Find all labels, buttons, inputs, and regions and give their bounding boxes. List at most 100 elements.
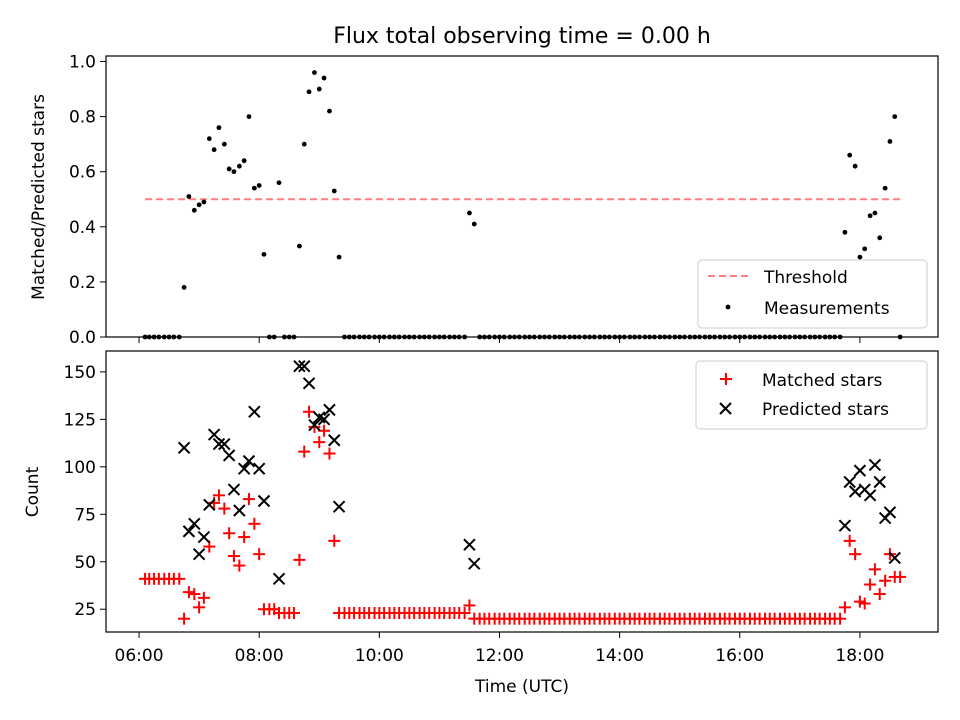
predicted-star-point	[302, 377, 316, 390]
predicted-star-point	[218, 437, 231, 451]
predicted-star-point	[227, 483, 241, 496]
bottom-axes-frame	[105, 350, 939, 633]
measurement-point	[246, 114, 252, 120]
matched-star-point	[879, 574, 892, 587]
top-y-tick-label: 1.0	[69, 53, 96, 73]
measurement-point	[872, 210, 878, 216]
matched-star-point	[328, 534, 341, 547]
predicted-star-point	[237, 462, 251, 475]
predicted-star-point	[888, 551, 901, 565]
top-axes-frame	[105, 55, 939, 338]
bottom-series-layer	[139, 359, 907, 625]
matched-star-point	[188, 588, 201, 601]
matched-star-point	[894, 570, 907, 583]
matched-star-point	[233, 559, 246, 572]
bottom-legend: Matched stars Predicted stars	[695, 360, 928, 430]
predicted-star-point	[212, 437, 226, 451]
measurement-point	[467, 210, 472, 216]
bottom-y-tick-label: 75	[74, 505, 96, 525]
legend-matched-swatch	[720, 373, 732, 385]
x-tick-label: 14:00	[595, 646, 644, 666]
measurement-point	[857, 254, 863, 260]
measurement-point	[196, 202, 202, 208]
measurement-point	[186, 194, 192, 199]
predicted-star-point	[272, 572, 286, 586]
top-legend-box	[697, 259, 928, 329]
x-tick-label: 10:00	[355, 646, 404, 666]
predicted-star-point	[182, 525, 196, 538]
measurement-point	[201, 199, 207, 205]
predicted-star-point	[848, 485, 862, 498]
top-y-tick-label: 0.6	[69, 163, 96, 183]
matched-star-point	[212, 489, 225, 502]
top-y-axis-label: Matched/Predicted stars	[29, 94, 49, 300]
matched-star-point	[323, 447, 336, 460]
measurement-point	[236, 163, 242, 169]
predicted-star-point	[188, 517, 201, 530]
predicted-star-point	[203, 498, 216, 511]
predicted-star-point	[242, 454, 256, 468]
matched-star-point	[248, 517, 261, 530]
predicted-star-point	[298, 359, 311, 373]
predicted-star-point	[838, 519, 852, 532]
bottom-panel: 25 50 75 100 125 150 06:00 08:00 10:00 12:00 14:0…	[23, 350, 939, 697]
matched-star-point	[178, 612, 191, 625]
matched-star-point	[873, 588, 886, 601]
bottom-legend-box	[695, 360, 928, 430]
bottom-y-ticks: 25 50 75 100 125 150	[64, 363, 106, 620]
predicted-star-point	[257, 494, 271, 508]
bottom-y-tick-label: 150	[64, 363, 96, 383]
legend-threshold-label: Threshold	[763, 268, 848, 288]
predicted-star-point	[868, 458, 882, 472]
x-tick-label: 06:00	[115, 646, 164, 666]
measurement-point	[226, 166, 232, 172]
matched-star-point	[288, 607, 301, 620]
matched-star-point	[298, 445, 311, 458]
predicted-star-point	[332, 500, 346, 513]
predicted-star-point	[863, 489, 877, 502]
predicted-star-point	[222, 449, 236, 462]
predicted-star-point	[468, 557, 481, 570]
measurement-point	[336, 254, 342, 260]
predicted-star-point	[192, 547, 206, 561]
top-x-ticks	[138, 337, 861, 343]
matched-star-point	[864, 578, 877, 591]
bottom-y-tick-label: 50	[74, 553, 96, 573]
measurement-point	[256, 183, 262, 188]
matched-star-point	[858, 597, 871, 610]
matched-star-point	[197, 591, 210, 604]
predicted-star-point	[328, 434, 341, 447]
predicted-star-point	[293, 359, 306, 373]
matched-star-point	[463, 599, 476, 612]
matched-star-point	[293, 553, 306, 566]
measurement-point	[297, 243, 302, 249]
measurement-point	[316, 86, 322, 92]
measurement-point	[321, 75, 327, 81]
x-axis-label: Time (UTC)	[474, 677, 569, 697]
top-y-ticks: 0.0 0.2 0.4 0.6 0.8 1.0	[69, 53, 106, 348]
matched-star-point	[834, 612, 847, 625]
measurement-point	[216, 125, 222, 131]
matched-star-point	[253, 548, 266, 561]
measurement-point	[241, 158, 247, 164]
measurement-point	[852, 163, 858, 169]
bottom-x-ticks: 06:00 08:00 10:00 12:00 14:00 16:00 18:00	[115, 632, 884, 666]
predicted-star-point	[252, 462, 266, 475]
bottom-y-tick-label: 125	[64, 410, 96, 430]
matched-star-point	[182, 586, 195, 599]
measurement-point	[306, 89, 312, 95]
predicted-star-point	[207, 428, 221, 441]
legend-measurements-swatch	[725, 304, 731, 310]
predicted-star-point	[883, 506, 897, 519]
measurement-point	[471, 221, 477, 227]
matched-star-point	[238, 531, 251, 544]
bottom-y-tick-label: 25	[74, 600, 96, 620]
measurement-point	[882, 185, 888, 191]
legend-predicted-swatch	[719, 402, 732, 415]
matched-star-point	[868, 563, 881, 576]
measurement-point	[181, 285, 187, 290]
legend-matched-label: Matched stars	[762, 371, 882, 391]
measurement-point	[847, 152, 853, 158]
matched-star-point	[173, 572, 186, 585]
